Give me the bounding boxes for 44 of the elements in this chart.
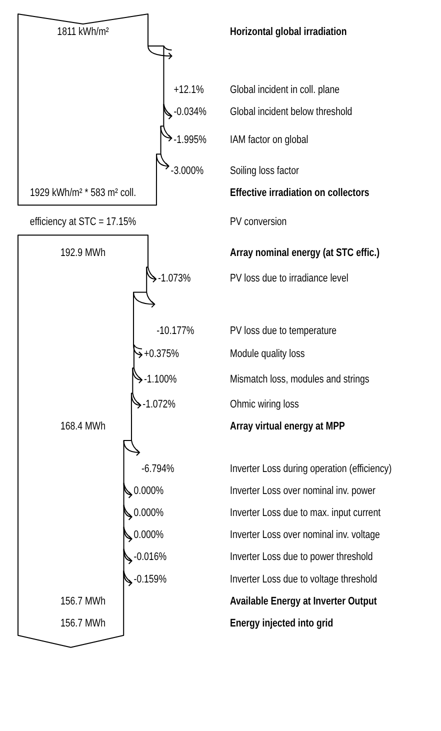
data-label: -1.995% — [174, 134, 207, 146]
data-label: -0.159% — [134, 574, 167, 586]
data-label: -0.016% — [134, 551, 167, 564]
data-label: +12.1% — [174, 84, 204, 96]
category-label: Energy injected into grid — [230, 618, 334, 630]
data-label: 192.9 MWh — [60, 247, 106, 260]
category-label: Array virtual energy at MPP — [230, 420, 346, 433]
data-label: 1811 kWh/m² — [57, 26, 110, 38]
category-label: Global incident in coll. plane — [230, 84, 340, 96]
category-label: Array nominal energy (at STC effic.) — [230, 247, 380, 260]
data-label: 156.7 MWh — [60, 596, 106, 608]
category-label: IAM factor on global — [230, 134, 308, 146]
category-label: Inverter Loss over nominal inv. voltage — [230, 529, 380, 542]
category-label: Module quality loss — [230, 348, 305, 360]
data-label: -1.073% — [158, 272, 191, 285]
data-label: -1.072% — [142, 398, 176, 411]
data-label: 1929 kWh/m² * 583 m² coll. — [30, 187, 136, 200]
category-label: Inverter Loss during operation (efficiency) — [230, 463, 392, 476]
category-label: Inverter Loss over nominal inv. power — [230, 485, 376, 498]
category-label: Inverter Loss due to max. input current — [230, 507, 381, 520]
category-label: Global incident below threshold — [230, 106, 352, 118]
category-label: Soiling loss factor — [230, 165, 300, 178]
category-label: PV loss due to irradiance level — [230, 272, 348, 285]
data-label: -10.177% — [156, 325, 194, 338]
data-label: -6.794% — [141, 463, 174, 476]
category-label: Effective irradiation on collectors — [230, 187, 370, 200]
category-label: Mismatch loss, modules and strings — [230, 373, 370, 386]
category-label: Available Energy at Inverter Output — [230, 596, 378, 608]
category-label: Inverter Loss due to voltage threshold — [230, 574, 378, 586]
data-label: -1.100% — [144, 373, 177, 386]
data-label: +0.375% — [144, 348, 180, 360]
data-label: 0.000% — [134, 485, 164, 498]
category-label: Horizontal global irradiation — [230, 26, 347, 38]
data-label: -0.034% — [174, 106, 207, 118]
data-label: 0.000% — [134, 507, 164, 520]
category-label: Ohmic wiring loss — [230, 398, 299, 411]
data-label: efficiency at STC = 17.15% — [30, 216, 136, 228]
data-label: 156.7 MWh — [60, 618, 106, 630]
data-label: 0.000% — [134, 529, 164, 542]
data-label: 168.4 MWh — [60, 420, 106, 433]
category-label: Inverter Loss due to power threshold — [230, 551, 373, 564]
data-label: -3.000% — [170, 165, 204, 178]
category-label: PV loss due to temperature — [230, 325, 337, 338]
category-label: PV conversion — [230, 216, 287, 228]
